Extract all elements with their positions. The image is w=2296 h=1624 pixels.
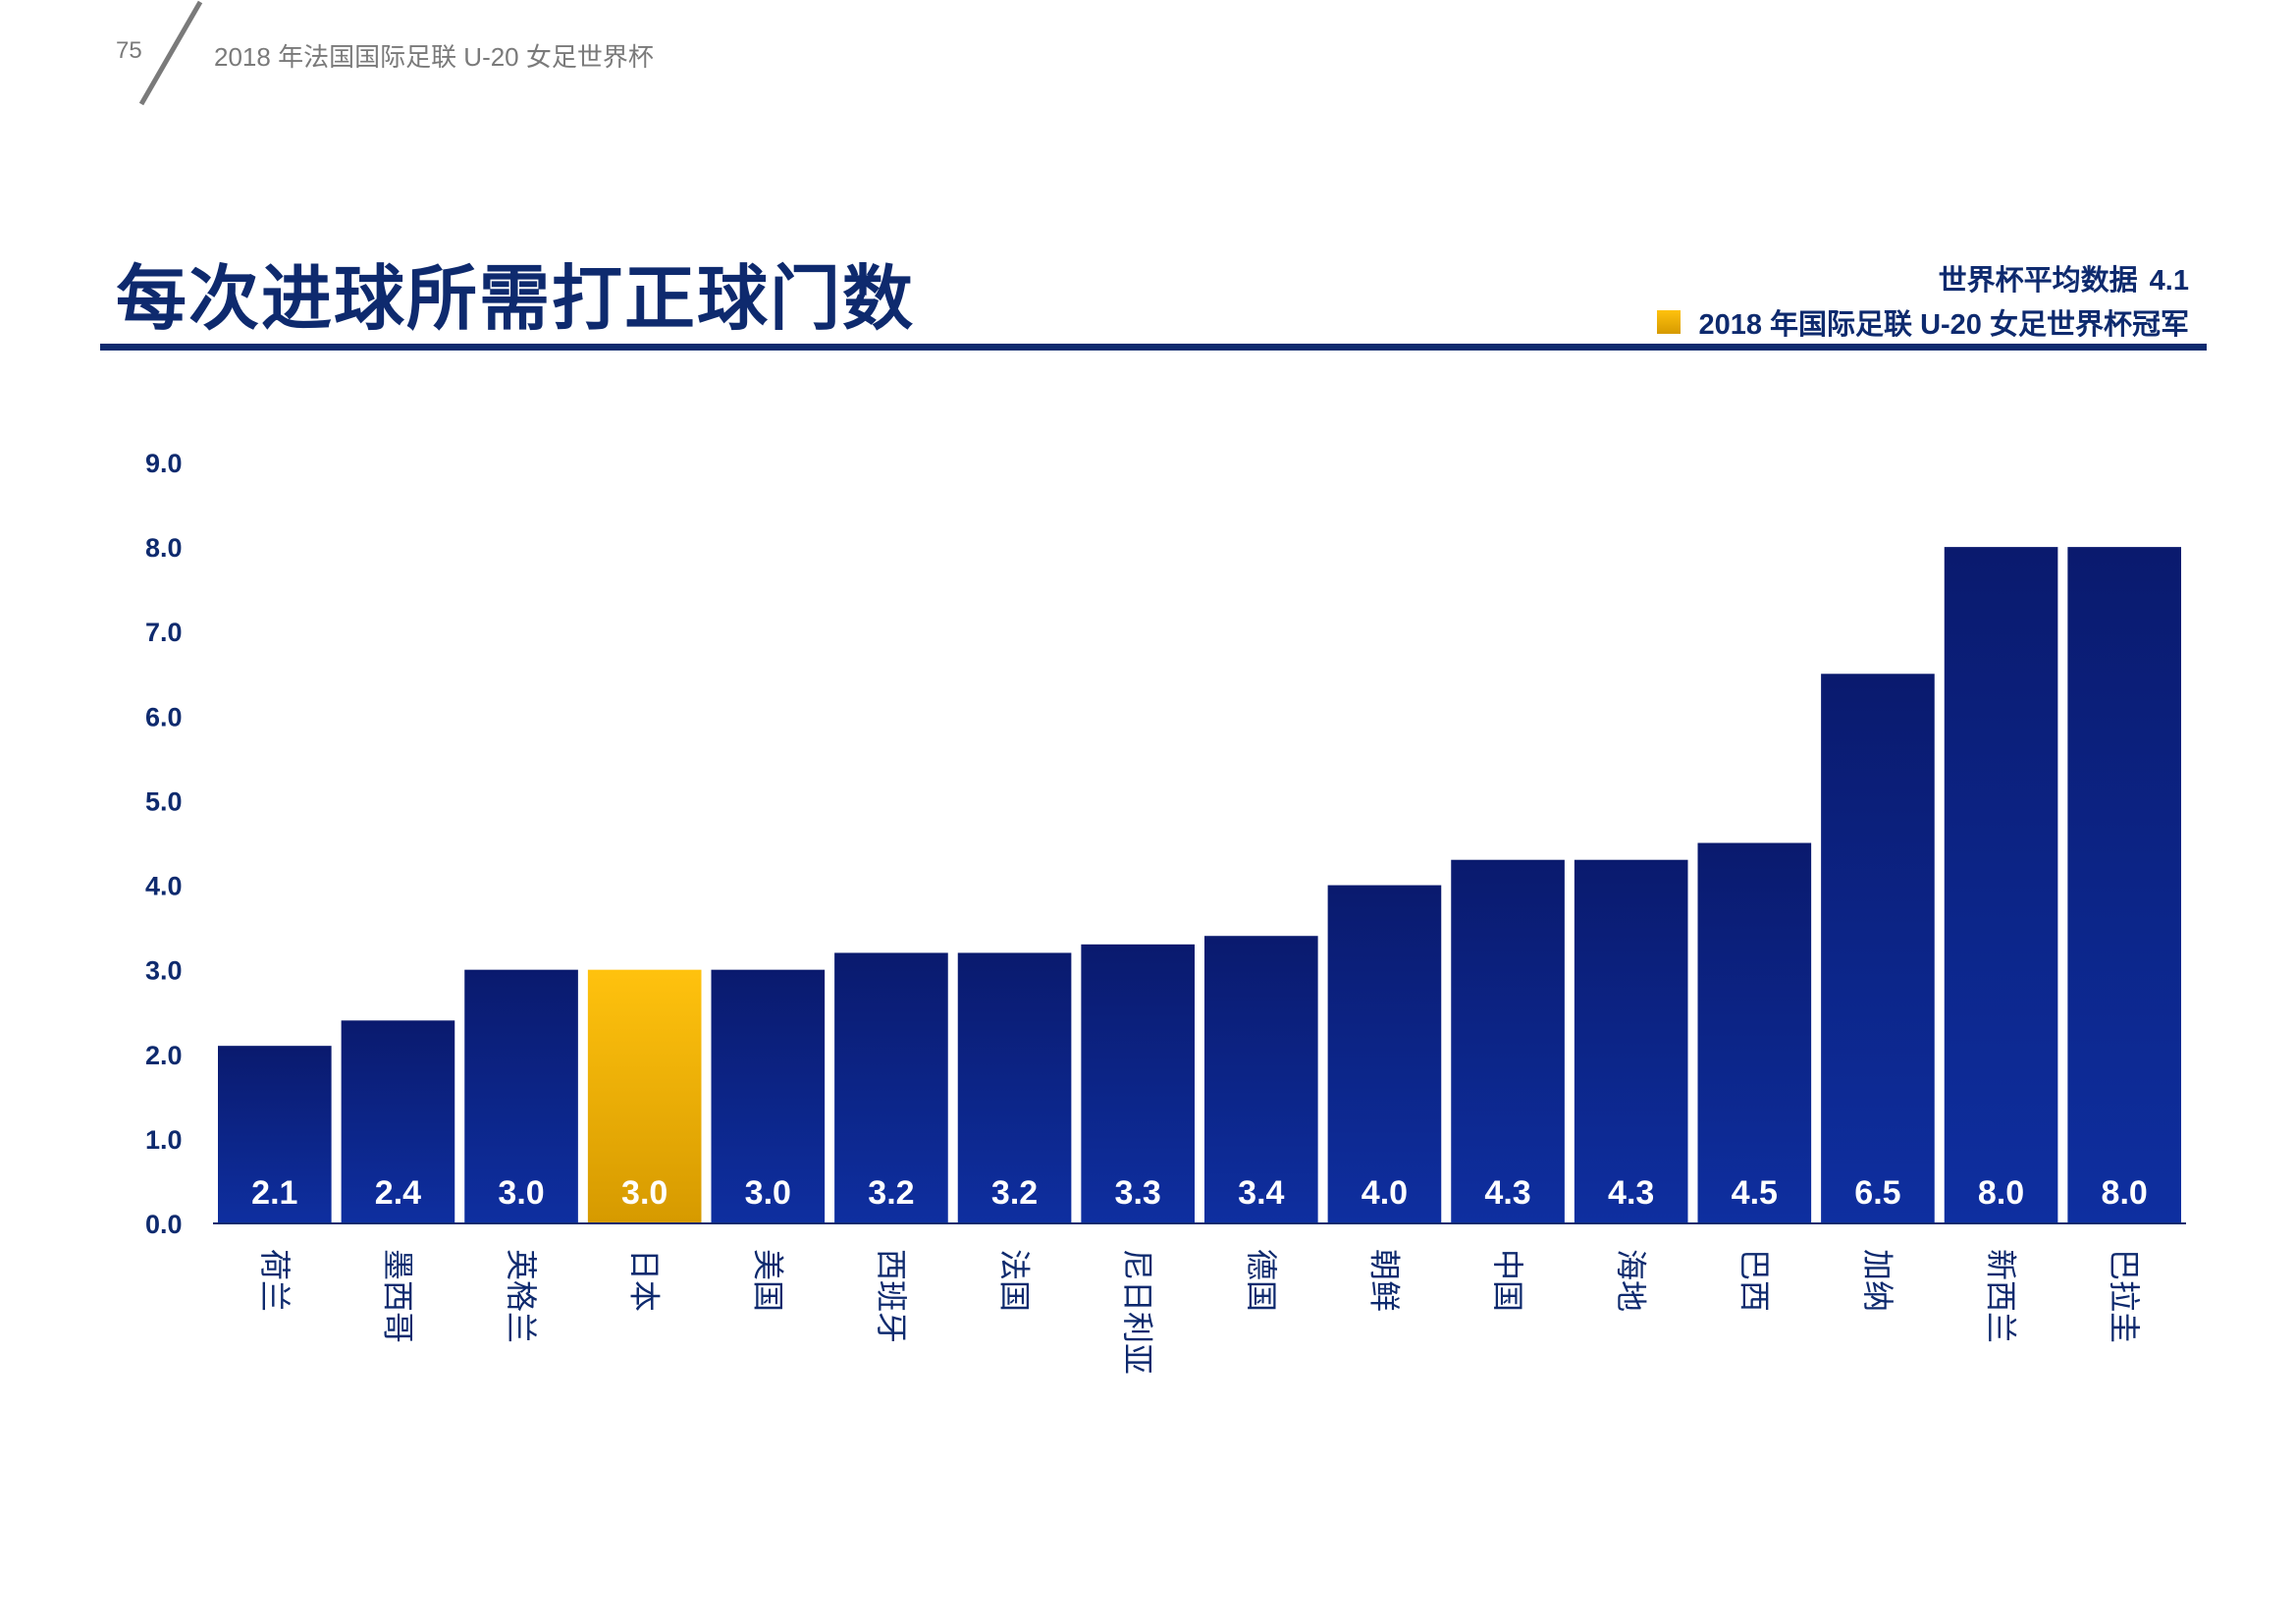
y-tick-label: 4.0: [145, 872, 183, 901]
average-legend: 世界杯平均数据 4.1: [1927, 257, 2189, 298]
bar-value-label: 4.3: [1484, 1174, 1530, 1212]
bar-value-label: 3.0: [621, 1174, 667, 1212]
bar: [834, 952, 948, 1223]
y-axis: 0.0 1.0 2.0 3.0 4.0 5.0 6.0 7.0 8.0 9.0: [145, 449, 183, 1239]
y-tick-label: 3.0: [145, 956, 183, 986]
bar: [1574, 859, 1688, 1223]
category-label: 法国: [997, 1249, 1033, 1312]
category-label: 朝鲜: [1366, 1249, 1402, 1312]
bar: [1821, 674, 1935, 1223]
running-header: 2018 年法国国际足联 U-20 女足世界杯: [214, 42, 654, 72]
y-tick-label: 6.0: [145, 702, 183, 731]
bar: [1944, 547, 2058, 1223]
category-label: 英格兰: [504, 1249, 539, 1343]
bar-value-label: 3.0: [745, 1174, 791, 1212]
champion-legend-swatch: [1657, 310, 1682, 334]
bar-value-label: 4.3: [1608, 1174, 1654, 1212]
category-label: 荷兰: [257, 1249, 293, 1312]
category-label: 尼日利亚: [1120, 1249, 1155, 1375]
bar-value-label: 3.3: [1115, 1174, 1161, 1212]
bar-value-label: 3.4: [1238, 1174, 1284, 1212]
bar: [341, 1020, 455, 1223]
category-label: 美国: [750, 1249, 785, 1312]
bar-value-label: 4.0: [1362, 1174, 1408, 1212]
bar: [587, 969, 702, 1223]
bar: [1204, 936, 1318, 1223]
category-label: 巴拉圭: [2107, 1249, 2142, 1343]
bar-value-label: 2.4: [375, 1174, 421, 1212]
category-labels: 荷兰 墨西哥 英格兰 日本 美国 西班牙 法国 尼日利亚 德国 朝鲜 中国 海地 巴西 加纳 新西兰 巴拉圭: [257, 1249, 2142, 1375]
page-title: 每次进球所需打正球门数: [116, 256, 916, 340]
bar: [1451, 859, 1565, 1223]
category-label: 巴西: [1736, 1249, 1772, 1312]
category-label: 中国: [1490, 1249, 1525, 1312]
category-label: 墨西哥: [380, 1249, 415, 1343]
category-label: 西班牙: [874, 1249, 909, 1343]
category-label: 日本: [627, 1249, 663, 1312]
category-label: 加纳: [1860, 1249, 1896, 1312]
average-value: 4.1: [2149, 265, 2189, 297]
bar-value-label: 2.1: [251, 1174, 297, 1212]
champion-legend: 2018 年国际足联 U-20 女足世界杯冠军: [1657, 301, 2189, 343]
bar-value-label: 3.2: [991, 1174, 1038, 1212]
category-label: 新西兰: [1984, 1249, 2019, 1343]
y-tick-label: 8.0: [145, 533, 183, 563]
y-tick-label: 9.0: [145, 449, 183, 478]
y-tick-label: 5.0: [145, 786, 183, 816]
champion-legend-label: 2018 年国际足联 U-20 女足世界杯冠军: [1698, 309, 2189, 341]
title-rule: [100, 344, 2207, 351]
y-tick-label: 0.0: [145, 1210, 183, 1239]
bar-value-label: 4.5: [1732, 1174, 1778, 1212]
bar: [2067, 547, 2181, 1223]
bar: [1697, 842, 1812, 1223]
bar: [711, 969, 826, 1223]
bar-value-label: 8.0: [1978, 1174, 2024, 1212]
bar-value-label: 3.2: [868, 1174, 914, 1212]
bar-value-labels: 2.1 2.4 3.0 3.0 3.0 3.2 3.2 3.3 3.4 4.0 4.3 4.3 4.5 6…: [251, 1174, 2148, 1212]
bar: [1327, 885, 1442, 1223]
y-tick-label: 7.0: [145, 618, 183, 647]
bar-value-label: 3.0: [498, 1174, 544, 1212]
page-number: 75: [116, 37, 142, 64]
bar: [1081, 944, 1195, 1223]
bar-value-label: 8.0: [2102, 1174, 2148, 1212]
y-tick-label: 2.0: [145, 1041, 183, 1070]
header-divider-slash: [138, 0, 203, 106]
bar: [957, 952, 1072, 1223]
bars: [218, 547, 2181, 1223]
bar-value-label: 6.5: [1854, 1174, 1900, 1212]
y-tick-label: 1.0: [145, 1125, 183, 1155]
bar: [218, 1046, 332, 1223]
category-label: 海地: [1614, 1249, 1649, 1312]
average-label: 世界杯平均数据: [1938, 265, 2138, 297]
bar: [464, 969, 578, 1223]
category-label: 德国: [1244, 1249, 1279, 1312]
